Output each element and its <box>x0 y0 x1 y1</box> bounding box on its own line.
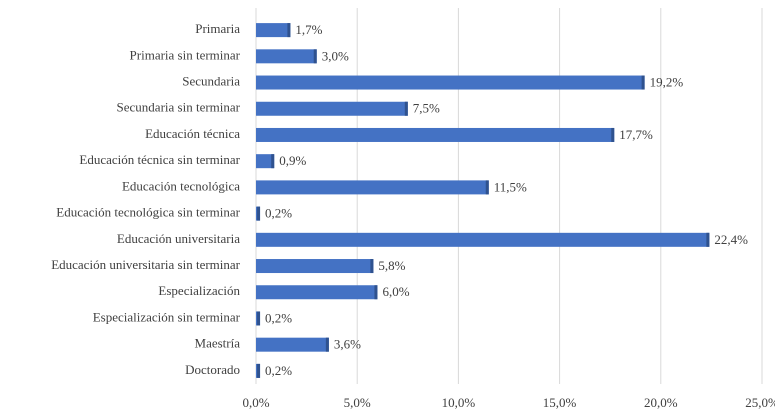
bar-edge <box>404 101 408 116</box>
bar-edge <box>257 311 261 326</box>
y-tick-label: Educación universitaria <box>117 231 240 246</box>
bar <box>256 337 329 352</box>
bar-face <box>256 259 374 274</box>
bar <box>256 180 489 195</box>
bar <box>256 206 261 221</box>
y-tick-label: Primaria <box>195 21 240 36</box>
bar <box>256 311 261 326</box>
data-label: 17,7% <box>619 127 653 142</box>
data-label: 5,8% <box>378 258 405 273</box>
y-tick-label: Especialización <box>158 283 240 298</box>
bar-edge <box>271 154 275 169</box>
y-tick-label: Educación tecnológica <box>122 178 240 193</box>
bar-face <box>256 154 275 169</box>
bar-edge <box>257 363 261 378</box>
data-label: 0,2% <box>265 363 292 378</box>
data-label: 7,5% <box>413 101 440 116</box>
data-label: 1,7% <box>295 22 322 37</box>
y-tick-label: Educación técnica <box>145 126 240 141</box>
bar <box>256 75 645 90</box>
x-tick-label: 20,0% <box>644 395 678 410</box>
bar-edge <box>641 75 645 90</box>
bar-edge <box>706 232 710 247</box>
bar <box>256 154 275 169</box>
bar <box>256 23 291 38</box>
data-label: 0,2% <box>265 310 292 325</box>
bar-face <box>256 127 615 142</box>
bar <box>256 285 378 300</box>
bar <box>256 259 374 274</box>
bar <box>256 232 710 247</box>
y-tick-label: Primaria sin terminar <box>130 47 241 62</box>
bar-edge <box>257 206 261 221</box>
data-label: 6,0% <box>382 284 409 299</box>
bar <box>256 363 261 378</box>
data-label: 0,2% <box>265 206 292 221</box>
x-tick-label: 15,0% <box>543 395 577 410</box>
bar-face <box>256 337 329 352</box>
bar-face <box>256 285 378 300</box>
bar-edge <box>374 285 378 300</box>
bar-edge <box>370 259 374 274</box>
data-label: 0,9% <box>279 153 306 168</box>
x-tick-label: 25,0% <box>745 395 775 410</box>
x-tick-label: 5,0% <box>344 395 371 410</box>
bar-face <box>256 180 489 195</box>
bar-face <box>256 75 645 90</box>
bar-edge <box>325 337 329 352</box>
bar-edge <box>611 127 615 142</box>
y-tick-label: Especialización sin terminar <box>93 309 241 324</box>
y-tick-label: Educación técnica sin terminar <box>79 152 240 167</box>
y-tick-label: Educación universitaria sin terminar <box>51 257 240 272</box>
y-tick-label: Secundaria sin terminar <box>117 100 241 115</box>
data-label: 11,5% <box>494 179 527 194</box>
x-tick-label: 10,0% <box>442 395 476 410</box>
data-label: 3,6% <box>334 337 361 352</box>
bar-face <box>256 23 291 38</box>
y-tick-label: Doctorado <box>185 362 240 377</box>
bar-face <box>256 232 710 247</box>
bar-edge <box>287 23 291 38</box>
bar-face <box>256 49 317 64</box>
bar-edge <box>313 49 317 64</box>
data-label: 19,2% <box>650 75 684 90</box>
bar <box>256 127 615 142</box>
y-tick-label: Educación tecnológica sin terminar <box>56 205 240 220</box>
data-label: 3,0% <box>322 48 349 63</box>
bar-edge <box>485 180 489 195</box>
x-tick-label: 0,0% <box>242 395 269 410</box>
bar-face <box>256 101 408 116</box>
bar <box>256 101 408 116</box>
bar <box>256 49 317 64</box>
y-tick-label: Maestría <box>195 336 241 351</box>
data-label: 22,4% <box>714 232 748 247</box>
y-tick-label: Secundaria <box>182 74 240 89</box>
